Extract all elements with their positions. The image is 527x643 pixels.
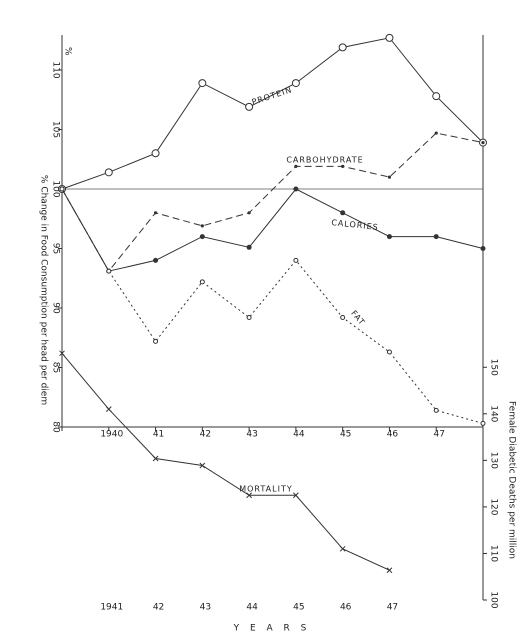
x-tick-label: 45 xyxy=(293,603,304,613)
y2-tick-label: 100 xyxy=(489,591,499,608)
series-line xyxy=(61,188,484,272)
marker xyxy=(338,43,347,52)
marker xyxy=(200,224,204,228)
x-tick-label: 46 xyxy=(387,430,399,440)
y-axis-label: % Change in Food Consumption per head pe… xyxy=(39,175,49,405)
marker xyxy=(433,234,439,240)
series-label: FAT xyxy=(349,309,367,328)
y-tick-label: 95 xyxy=(51,243,61,254)
marker xyxy=(385,33,394,42)
y2-tick-label: 150 xyxy=(489,359,499,376)
marker xyxy=(151,149,160,158)
marker xyxy=(433,407,439,413)
marker xyxy=(340,315,346,321)
series-line xyxy=(61,188,484,424)
series-line xyxy=(61,132,484,272)
x-tick-label: 1941 xyxy=(100,603,123,613)
x-tick-label: 42 xyxy=(200,430,211,440)
x-tick-label: 44 xyxy=(246,603,258,613)
series-label: CARBOHYDRATE xyxy=(286,156,363,165)
y2-tick-label: 110 xyxy=(489,545,499,562)
y2-tick-label: 120 xyxy=(489,498,499,515)
x-tick-label: 45 xyxy=(340,430,351,440)
marker xyxy=(386,349,392,355)
y-tick-label: 90 xyxy=(51,302,61,314)
marker xyxy=(199,234,205,240)
marker xyxy=(293,186,299,192)
marker xyxy=(59,350,65,357)
marker xyxy=(152,455,159,462)
marker xyxy=(291,79,300,88)
series-label: CALORIES xyxy=(331,218,379,232)
series-label: PROTEIN xyxy=(251,85,294,107)
marker xyxy=(480,246,486,251)
marker xyxy=(153,338,159,344)
x-tick-label: 42 xyxy=(153,603,164,613)
x-tick-label: 41 xyxy=(153,430,164,440)
marker xyxy=(106,268,112,274)
marker xyxy=(246,492,252,499)
marker xyxy=(386,234,392,240)
marker xyxy=(339,545,346,552)
x-tick-label: 44 xyxy=(293,430,305,440)
marker xyxy=(434,131,438,135)
marker xyxy=(480,420,486,426)
x-tick-label: 43 xyxy=(246,430,257,440)
marker xyxy=(247,211,251,215)
marker xyxy=(59,186,65,192)
marker xyxy=(294,164,298,168)
marker xyxy=(153,257,159,263)
marker xyxy=(198,79,207,88)
series-label: MORTALITY xyxy=(239,485,293,494)
x-tick-label: 46 xyxy=(340,603,352,613)
series-line xyxy=(61,352,390,571)
marker xyxy=(293,257,299,263)
x-axis-label: Y E A R S xyxy=(233,624,311,634)
marker xyxy=(481,140,485,145)
marker xyxy=(341,164,345,168)
marker xyxy=(199,279,205,285)
marker xyxy=(105,406,112,413)
x-tick-label: 1940 xyxy=(100,430,123,440)
marker xyxy=(386,567,393,574)
marker xyxy=(387,175,392,179)
x-tick-label: 43 xyxy=(200,603,211,613)
marker xyxy=(245,102,254,111)
y-tick-label: 105 xyxy=(51,121,61,138)
marker xyxy=(293,492,299,499)
marker xyxy=(246,315,252,321)
marker xyxy=(340,210,346,216)
x-tick-label: 47 xyxy=(387,603,398,613)
y-tick-label: 85 xyxy=(51,362,61,373)
y2-axis-label: Female Diabetic Deaths per million xyxy=(507,401,517,559)
series-line xyxy=(61,37,484,190)
x-tick-label: 47 xyxy=(433,430,444,440)
y2-tick-label: 140 xyxy=(489,405,499,422)
marker xyxy=(246,244,252,250)
marker xyxy=(432,92,441,101)
marker xyxy=(199,462,206,469)
y-tick-label: 100 xyxy=(51,180,61,197)
marker xyxy=(104,168,113,177)
y-tick-label: 80 xyxy=(51,421,61,433)
marker xyxy=(153,211,158,215)
y-tick-label: 110 xyxy=(51,61,61,78)
y2-tick-label: 130 xyxy=(489,452,499,469)
y-unit: % xyxy=(63,47,73,56)
